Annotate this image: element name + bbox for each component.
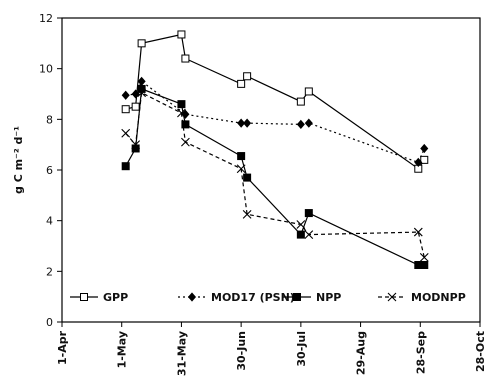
data-point-mod17-psn [420,143,429,154]
data-point-mod17-psn [243,118,252,128]
data-point-npp [177,100,186,109]
data-point-mod17-psn [137,76,146,86]
data-point-modnpp [121,128,131,138]
series-npp [121,84,429,269]
data-point-mod17-psn [414,157,423,168]
data-point-npp [137,84,146,93]
x-tick-label: 1-May [116,331,129,368]
data-point-modnpp [242,209,252,219]
data-point-modnpp [181,137,190,147]
data-point-npp [420,261,429,269]
data-point-gpp [181,54,190,63]
data-point-mod17-psn [296,119,305,130]
x-tick-label: 1-Apr [56,330,69,365]
data-point-gpp [131,102,140,111]
legend-item-gpp: GPP [70,291,128,304]
data-point-gpp [420,155,429,164]
x-tick-label: 31-May [175,331,188,376]
legend-item-mod17-psn: MOD17 (PSN) [178,291,295,304]
data-point-npp [304,209,313,218]
legend-marker-gpp [80,293,88,301]
y-tick-label: 2 [46,265,53,278]
legend-item-npp: NPP [283,291,341,304]
data-point-modnpp [131,140,141,150]
x-tick-label: 28-Sep [414,331,427,374]
data-point-mod17-psn [304,118,313,128]
x-axis-ticks: 1-Apr 1-May 31-May 30-Jun 30-Jul 29-Aug 28-Sep… [56,322,487,376]
data-point-npp [243,173,252,182]
data-point-mod17-psn [121,90,130,100]
x-tick-label: 30-Jun [235,331,248,371]
data-point-modnpp [177,108,186,118]
legend: GPP MOD17 (PSN) NPP MODNPP [70,291,466,304]
legend-marker-npp [293,293,301,301]
y-axis-ticks: 0 2 4 6 8 10 12 [39,12,62,329]
legend-label-modnpp: MODNPP [411,291,466,304]
series-line-gpp [125,33,425,170]
y-axis-label: g C m⁻² d⁻¹ [12,126,25,194]
legend-label-gpp: GPP [103,291,128,304]
x-tick-label: 29-Aug [355,331,368,375]
series-mod17-psn [121,76,429,168]
data-point-npp [181,120,190,129]
data-point-modnpp [137,88,147,98]
data-point-modnpp [419,253,429,262]
series-line-modnpp [125,91,425,258]
data-point-npp [237,152,246,161]
data-point-gpp [137,39,146,48]
data-point-gpp [177,30,186,39]
series-line-npp [125,88,425,266]
y-tick-label: 6 [46,164,53,177]
series-line-mod17-psn [125,80,425,164]
data-point-gpp [296,97,305,106]
data-point-npp [121,162,130,171]
series-gpp [121,30,429,173]
y-tick-label: 8 [46,113,53,126]
data-point-mod17-psn [237,118,246,128]
y-tick-label: 12 [39,12,53,25]
legend-marker-mod17-psn [187,292,197,302]
y-tick-label: 4 [46,215,53,228]
legend-label-mod17-psn: MOD17 (PSN) [211,291,295,304]
series-modnpp [121,88,429,262]
data-point-gpp [304,87,313,96]
data-point-modnpp [236,164,246,174]
y-tick-label: 0 [46,316,53,329]
data-point-modnpp [413,227,423,237]
x-tick-label: 28-Oct [474,331,487,372]
y-tick-label: 10 [39,63,53,76]
legend-item-modnpp: MODNPP [378,291,466,304]
data-point-gpp [243,72,252,81]
x-tick-label: 30-Jul [295,331,308,367]
plot-frame [61,17,481,323]
legend-marker-modnpp [387,292,397,302]
legend-label-npp: NPP [316,291,341,304]
data-point-modnpp [304,230,314,239]
data-point-modnpp [296,220,306,229]
data-point-gpp [121,105,130,114]
data-point-npp [131,144,140,153]
series-group [121,30,429,269]
data-point-gpp [237,79,246,88]
data-point-npp [296,230,305,239]
